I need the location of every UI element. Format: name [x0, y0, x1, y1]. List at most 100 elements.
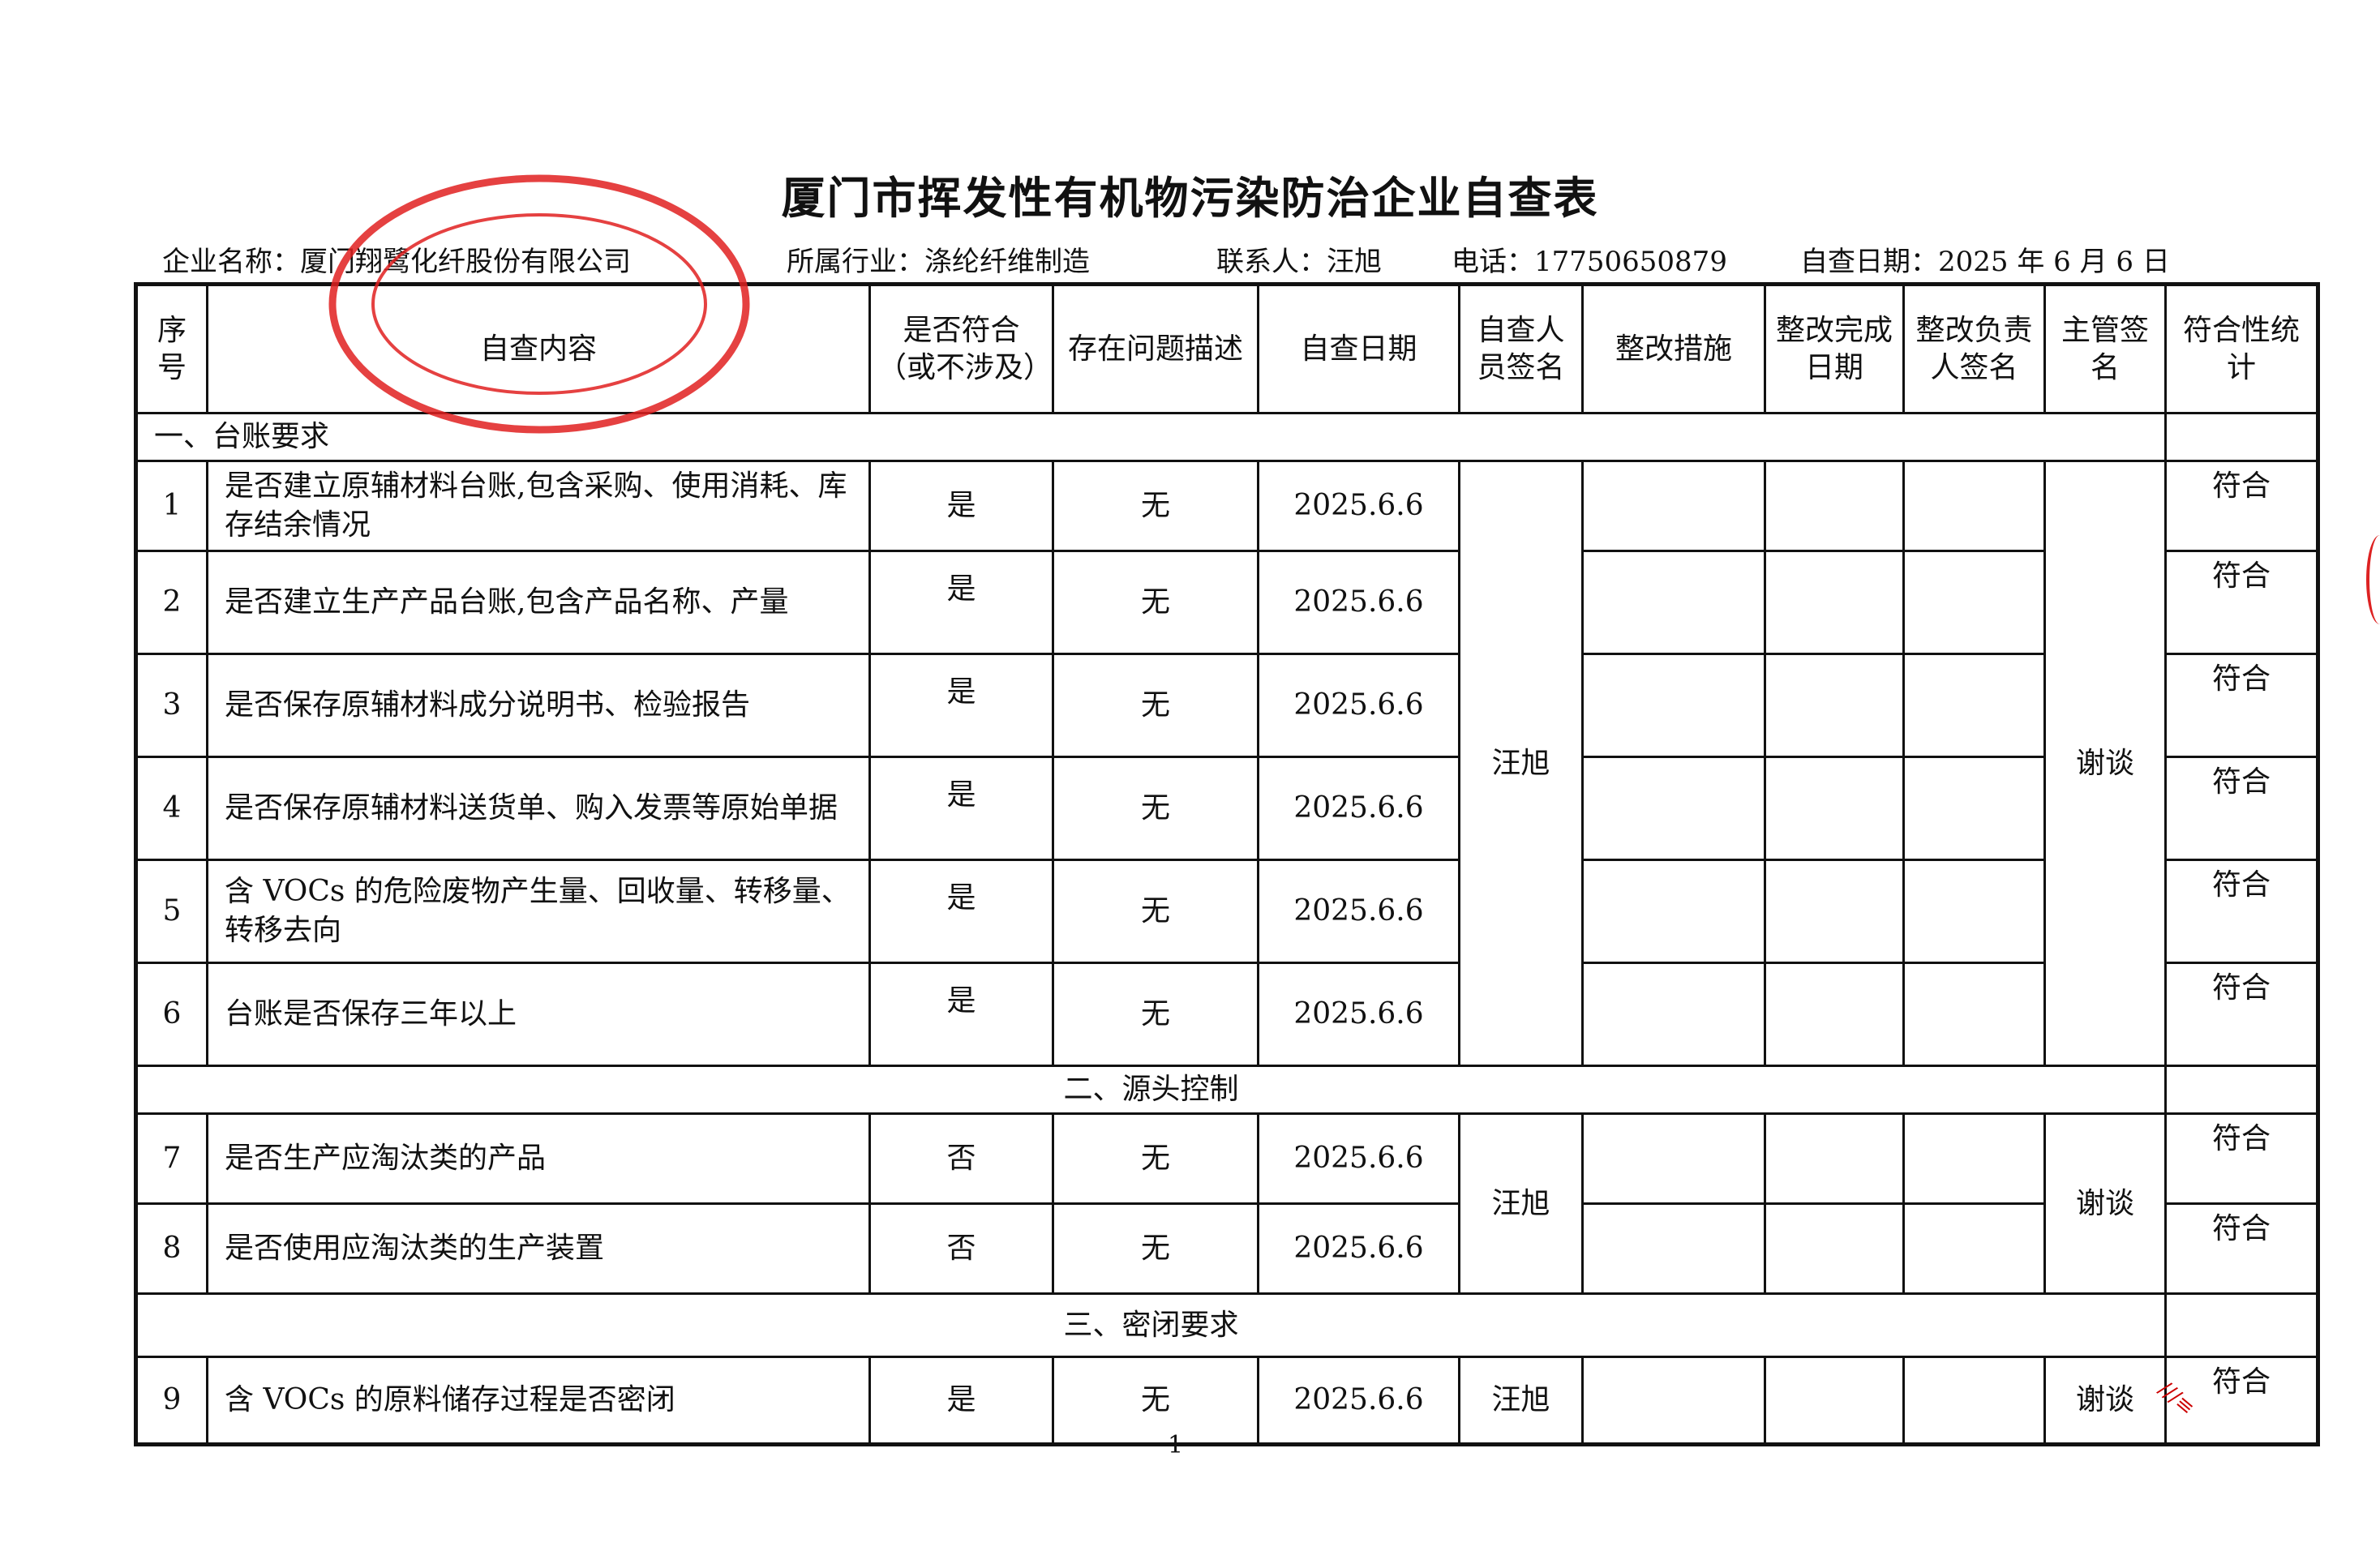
row-number: 4 [135, 756, 208, 861]
section-row: 二、源头控制 [135, 1065, 2319, 1115]
issue-description: 无 [1052, 859, 1259, 964]
compliance-value: 是 [868, 460, 1054, 552]
row-number: 1 [135, 460, 208, 552]
table-row: 1 是否建立原辅材料台账,包含采购、使用消耗、库存结余情况是无 2025.6.6 汪旭… [135, 460, 2319, 1067]
check-date-cell: 2025.6.6 [1257, 1202, 1460, 1295]
compliance-value: 是 [868, 756, 1054, 861]
rectification-owner-signature [1902, 756, 2046, 861]
compliance-stat: 符合 [2164, 859, 2319, 964]
compliance-stat: 符合 [2164, 460, 2319, 552]
section-title: 二、源头控制 [135, 1065, 2167, 1115]
compliance-value: 是 [868, 962, 1054, 1067]
issue-description: 无 [1052, 460, 1259, 552]
rectification-owner-signature [1902, 859, 2046, 964]
row-number: 3 [135, 653, 208, 758]
rectification-measure [1581, 1356, 1766, 1446]
row-number: 5 [135, 859, 208, 964]
check-content: 台账是否保存三年以上 [206, 962, 871, 1067]
issue-description: 无 [1052, 1202, 1259, 1295]
inspector-signature: 汪旭 [1458, 1356, 1584, 1446]
compliance-value: 是 [868, 550, 1054, 655]
check-content: 是否保存原辅材料送货单、购入发票等原始单据 [206, 756, 871, 861]
header-row: 序号 自查内容 是否符合（或不涉及） 存在问题描述 自查日期 自查人员签名 整改措施 整改完成… [135, 283, 2319, 414]
industry: 所属行业：涤纶纤维制造 [787, 246, 1090, 278]
rectification-owner-signature [1902, 962, 2046, 1067]
edge-seal-fragment [2366, 535, 2380, 624]
check-content: 是否使用应淘汰类的生产装置 [206, 1202, 871, 1295]
section-stat-cell [2164, 1065, 2319, 1115]
issue-description: 无 [1052, 756, 1259, 861]
row-number: 6 [135, 962, 208, 1067]
document-title: 厦门市挥发性有机物污染防治企业自查表 [781, 173, 1599, 224]
check-date-cell: 2025.6.6 [1257, 859, 1460, 964]
rectification-measure [1581, 962, 1766, 1067]
compliance-value: 是 [868, 653, 1054, 758]
check-content: 含 VOCs 的原料储存过程是否密闭 [206, 1356, 871, 1446]
inspector-signature: 汪旭 [1458, 1112, 1584, 1295]
column-header: 符合性统计 [2164, 283, 2319, 414]
rectification-owner-signature [1902, 1356, 2046, 1446]
rectification-date [1764, 460, 1905, 552]
section-title: 一、台账要求 [135, 412, 2167, 462]
table-row: 7 是否生产应淘汰类的产品否无 2025.6.6 汪旭 谢谈 符合 [135, 1112, 2319, 1295]
rectification-measure [1581, 859, 1766, 964]
table-row: 8 是否使用应淘汰类的生产装置否无 2025.6.6 符合 [135, 1202, 2319, 1295]
check-date-cell: 2025.6.6 [1257, 1356, 1460, 1446]
row-number: 8 [135, 1202, 208, 1295]
rectification-date [1764, 550, 1905, 655]
rectification-measure [1581, 756, 1766, 861]
compliance-value: 是 [868, 1356, 1054, 1446]
compliance-stat: 符合 [2164, 1356, 2319, 1446]
compliance-stat: 符合 [2164, 962, 2319, 1067]
compliance-value: 是 [868, 859, 1054, 964]
table-row: 4 是否保存原辅材料送货单、购入发票等原始单据是无 2025.6.6 符合 [135, 756, 2319, 861]
compliance-stat: 符合 [2164, 1112, 2319, 1205]
issue-description: 无 [1052, 550, 1259, 655]
check-content: 是否建立生产产品台账,包含产品名称、产量 [206, 550, 871, 655]
check-date-cell: 2025.6.6 [1257, 653, 1460, 758]
compliance-value: 否 [868, 1112, 1054, 1205]
section-stat-cell [2164, 412, 2319, 462]
rectification-measure [1581, 460, 1766, 552]
phone: 电话：17750650879 [1452, 246, 1727, 278]
issue-description: 无 [1052, 1112, 1259, 1205]
row-number: 9 [135, 1356, 208, 1446]
issue-description: 无 [1052, 962, 1259, 1067]
rectification-owner-signature [1902, 460, 2046, 552]
section-row: 三、密闭要求 [135, 1292, 2319, 1358]
rectification-date [1764, 859, 1905, 964]
self-check-table: 序号 自查内容 是否符合（或不涉及） 存在问题描述 自查日期 自查人员签名 整改措施 整改完成… [134, 282, 2320, 1446]
supervisor-signature: 谢谈 [2043, 460, 2167, 1067]
column-header: 自查人员签名 [1458, 283, 1584, 414]
contact: 联系人：汪旭 [1216, 246, 1382, 278]
table-row: 3 是否保存原辅材料成分说明书、检验报告是无 2025.6.6 符合 [135, 653, 2319, 758]
section-row: 一、台账要求 [135, 412, 2319, 462]
check-date-cell: 2025.6.6 [1257, 962, 1460, 1067]
rectification-date [1764, 962, 1905, 1067]
check-date: 自查日期：2025 年 6 月 6 日 [1800, 246, 2170, 278]
inspector-signature: 汪旭 [1458, 460, 1584, 1067]
compliance-stat: 符合 [2164, 756, 2319, 861]
column-header: 主管签名 [2043, 283, 2167, 414]
rectification-date [1764, 653, 1905, 758]
table-row: 2 是否建立生产产品台账,包含产品名称、产量是无 2025.6.6 符合 [135, 550, 2319, 655]
column-header: 自查内容 [206, 283, 871, 414]
check-content: 是否建立原辅材料台账,包含采购、使用消耗、库存结余情况 [206, 460, 871, 552]
supervisor-signature: 谢谈 [2043, 1112, 2167, 1295]
section-stat-cell [2164, 1292, 2319, 1358]
rectification-date [1764, 1112, 1905, 1205]
rectification-measure [1581, 550, 1766, 655]
column-header: 是否符合（或不涉及） [868, 283, 1054, 414]
rectification-measure [1581, 653, 1766, 758]
column-header: 自查日期 [1257, 283, 1460, 414]
rectification-measure [1581, 1202, 1766, 1295]
supervisor-signature: 谢谈 [2043, 1356, 2167, 1446]
table-row: 6 台账是否保存三年以上是无 2025.6.6 符合 [135, 962, 2319, 1067]
check-date-cell: 2025.6.6 [1257, 756, 1460, 861]
column-header: 整改措施 [1581, 283, 1766, 414]
check-content: 是否生产应淘汰类的产品 [206, 1112, 871, 1205]
check-date-cell: 2025.6.6 [1257, 550, 1460, 655]
column-header: 存在问题描述 [1052, 283, 1259, 414]
row-number: 2 [135, 550, 208, 655]
